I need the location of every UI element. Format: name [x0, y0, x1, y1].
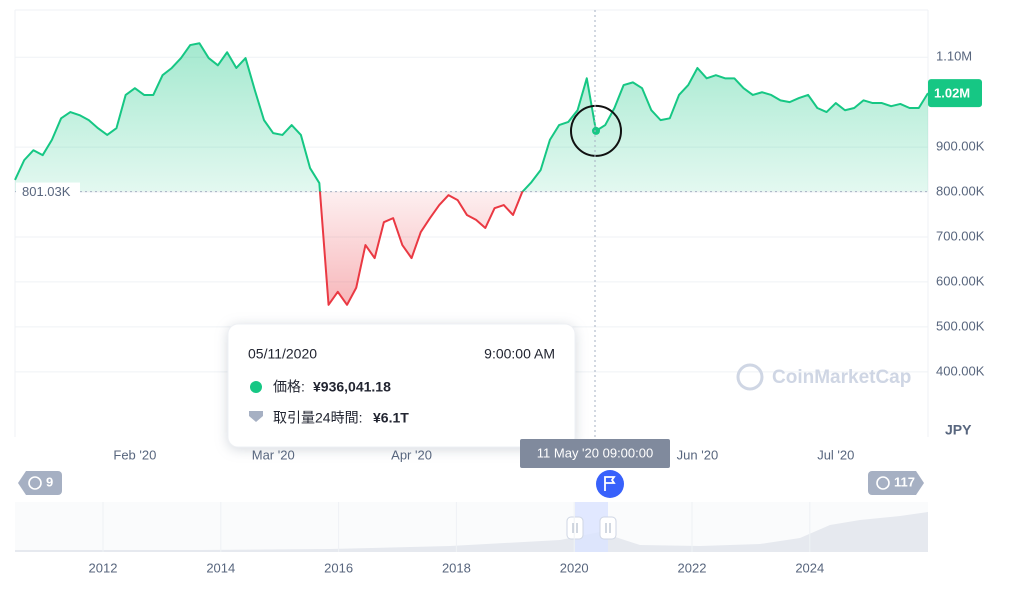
- history-icon: [28, 476, 42, 490]
- navigator-tick-label: 2012: [89, 560, 118, 575]
- tooltip-date: 05/11/2020: [248, 346, 317, 362]
- flag-button[interactable]: [596, 470, 624, 498]
- axes: 400.00K 500.00K 600.00K 700.00K 800.00K 900.0…: [113, 49, 984, 463]
- tooltip-box: [227, 323, 576, 448]
- navigator-tick-label: 2022: [678, 560, 707, 575]
- tooltip-price-name: 価格:: [273, 379, 305, 395]
- navigator-tick-label: 2014: [206, 560, 235, 575]
- tooltip-price: ¥936,041.18: [313, 379, 391, 395]
- watermark: CoinMarketCap: [736, 363, 911, 391]
- hover-date: 11 May '20 09:00:00: [537, 445, 653, 460]
- tooltip-time: 9:00:00 AM: [484, 346, 555, 362]
- y-tick-label: 400.00K: [936, 363, 985, 378]
- tooltip: 05/11/2020 9:00:00 AM 価格: ¥936,041.18 取引…: [227, 323, 576, 448]
- last-price-badge: [928, 79, 982, 108]
- navigator-tick-label: 2018: [442, 560, 471, 575]
- navigator-tick-label: 2024: [795, 560, 824, 575]
- x-tick-label: Jun '20: [677, 447, 719, 462]
- handle-grip: [572, 523, 611, 533]
- navigator-area: [15, 512, 928, 552]
- hover-badge: 11 May '20 09:00:00: [520, 439, 670, 498]
- y-unit: JPY: [945, 422, 972, 438]
- hover-ring: [570, 104, 622, 157]
- flag-icon: [604, 476, 616, 491]
- tooltip-dot: [250, 381, 262, 393]
- navigator-handle[interactable]: [599, 516, 617, 540]
- x-tick-label: Feb '20: [113, 447, 156, 462]
- price-line: [14, 42, 929, 306]
- y-tick-label: 700.00K: [936, 228, 985, 243]
- y-tick-label: 800.00K: [936, 183, 985, 198]
- hover-point: [592, 126, 600, 135]
- last-price-label: 1.02M: [934, 86, 970, 101]
- y-tick-label: 600.00K: [936, 273, 985, 288]
- clock-icon: [876, 476, 890, 490]
- navigator-tick-label: 2020: [560, 560, 589, 575]
- tooltip-volume: ¥6.1T: [373, 410, 409, 426]
- hover-badge-box: [520, 439, 670, 468]
- x-tick-label: Mar '20: [252, 447, 295, 462]
- navigator: 9 117: [15, 471, 928, 552]
- watermark-logo: [736, 363, 764, 391]
- left-badge[interactable]: [18, 471, 62, 495]
- left-badge-text: 9: [46, 474, 53, 489]
- y-tick-label: 900.00K: [936, 139, 985, 154]
- tooltip-volume-icon: [249, 411, 263, 422]
- navigator-tick-label: 2016: [324, 560, 353, 575]
- y-tick-label: 1.10M: [936, 49, 972, 64]
- baseline-label-bg: [16, 182, 80, 201]
- area-fill: [15, 43, 928, 305]
- x-tick-label: Jul '20: [817, 447, 854, 462]
- navigator-axis: 2012 2014 2016 2018 2020 2022 2024: [89, 502, 824, 575]
- y-tick-label: 500.00K: [936, 318, 985, 333]
- navigator-handle[interactable]: [566, 516, 584, 540]
- baseline-label: 801.03K: [22, 184, 71, 199]
- watermark-text: CoinMarketCap: [772, 367, 911, 388]
- plot: 801.03K: [14, 42, 929, 306]
- right-badge-text: 117: [894, 474, 915, 489]
- x-tick-label: Apr '20: [391, 447, 432, 462]
- tooltip-volume-name: 取引量24時間:: [273, 410, 362, 426]
